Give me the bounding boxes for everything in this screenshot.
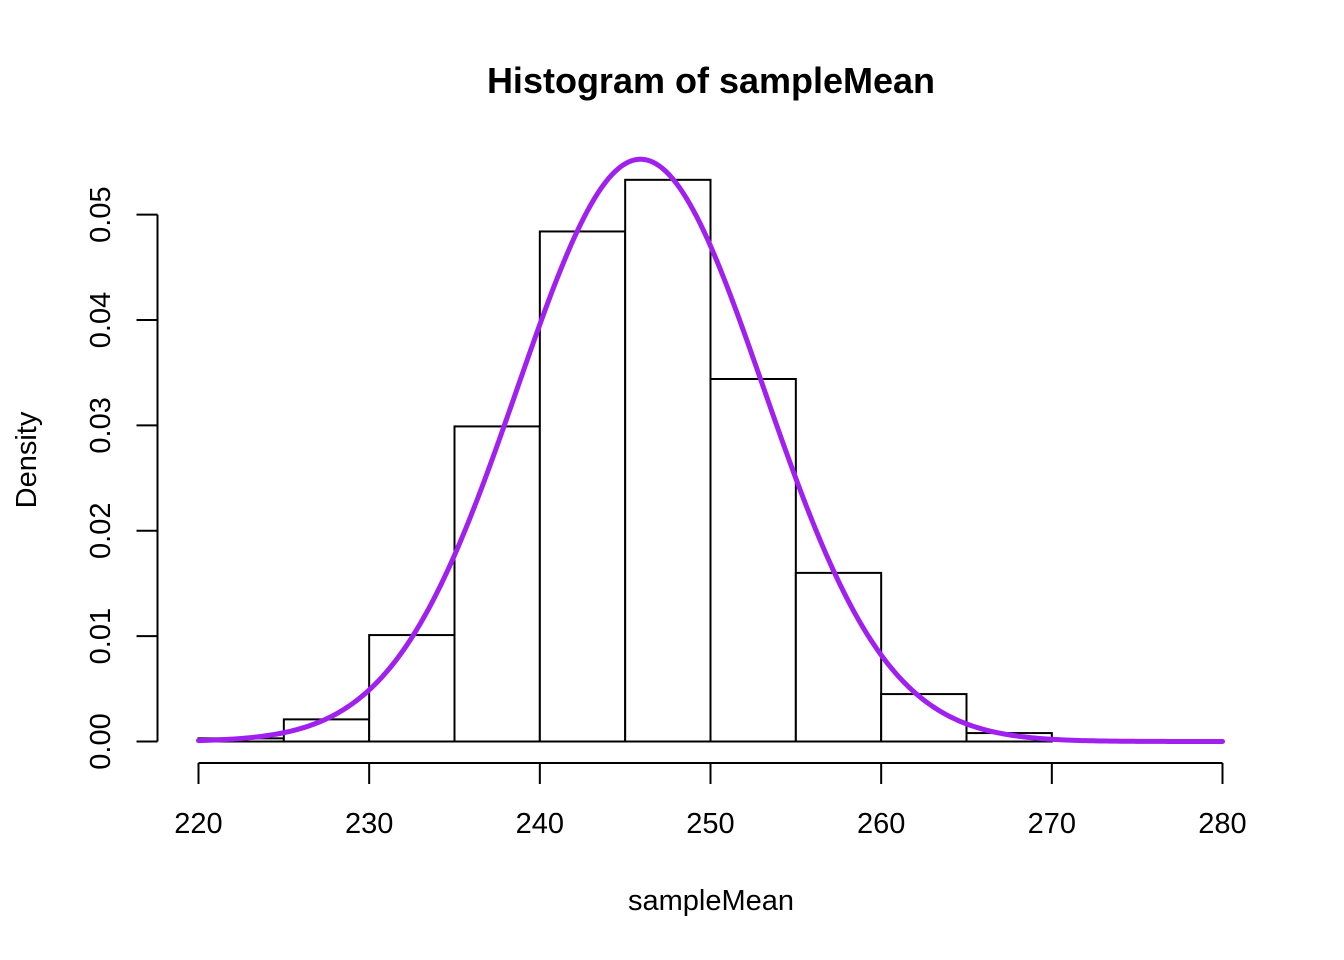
histogram-bar-7 <box>794 571 883 743</box>
y-tick-label-1: 0.01 <box>85 608 117 664</box>
histogram-bar-2 <box>368 634 456 743</box>
x-tick-label-0: 220 <box>174 808 222 840</box>
x-tick-label-6: 280 <box>1198 808 1246 840</box>
density-curve-layer <box>196 156 1225 744</box>
histogram-bar-5 <box>624 178 712 743</box>
x-axis: 220 230 240 250 260 270 280 <box>174 762 1247 840</box>
histogram-bars <box>197 178 1053 743</box>
y-tick-label-0: 0.00 <box>85 713 117 769</box>
density-curve <box>196 156 1225 744</box>
x-axis-label: sampleMean <box>628 885 794 917</box>
x-tick-label-4: 260 <box>857 808 905 840</box>
histogram-bar-3 <box>453 425 541 743</box>
y-tick-label-3: 0.03 <box>85 397 117 453</box>
x-tick-label-2: 240 <box>516 808 564 840</box>
y-tick-label-4: 0.04 <box>85 292 117 348</box>
histogram-bar-6 <box>709 377 797 743</box>
x-tick-label-3: 250 <box>686 808 734 840</box>
y-tick-label-5: 0.05 <box>85 186 117 242</box>
x-tick-label-5: 270 <box>1028 808 1076 840</box>
y-tick-label-2: 0.02 <box>85 503 117 559</box>
y-axis-label: Density <box>11 411 43 508</box>
x-tick-label-1: 230 <box>345 808 393 840</box>
histogram-bar-4 <box>538 230 627 743</box>
y-axis: 0.00 0.01 0.02 0.03 0.04 0.05 <box>85 186 159 770</box>
chart-title: Histogram of sampleMean <box>487 60 935 101</box>
